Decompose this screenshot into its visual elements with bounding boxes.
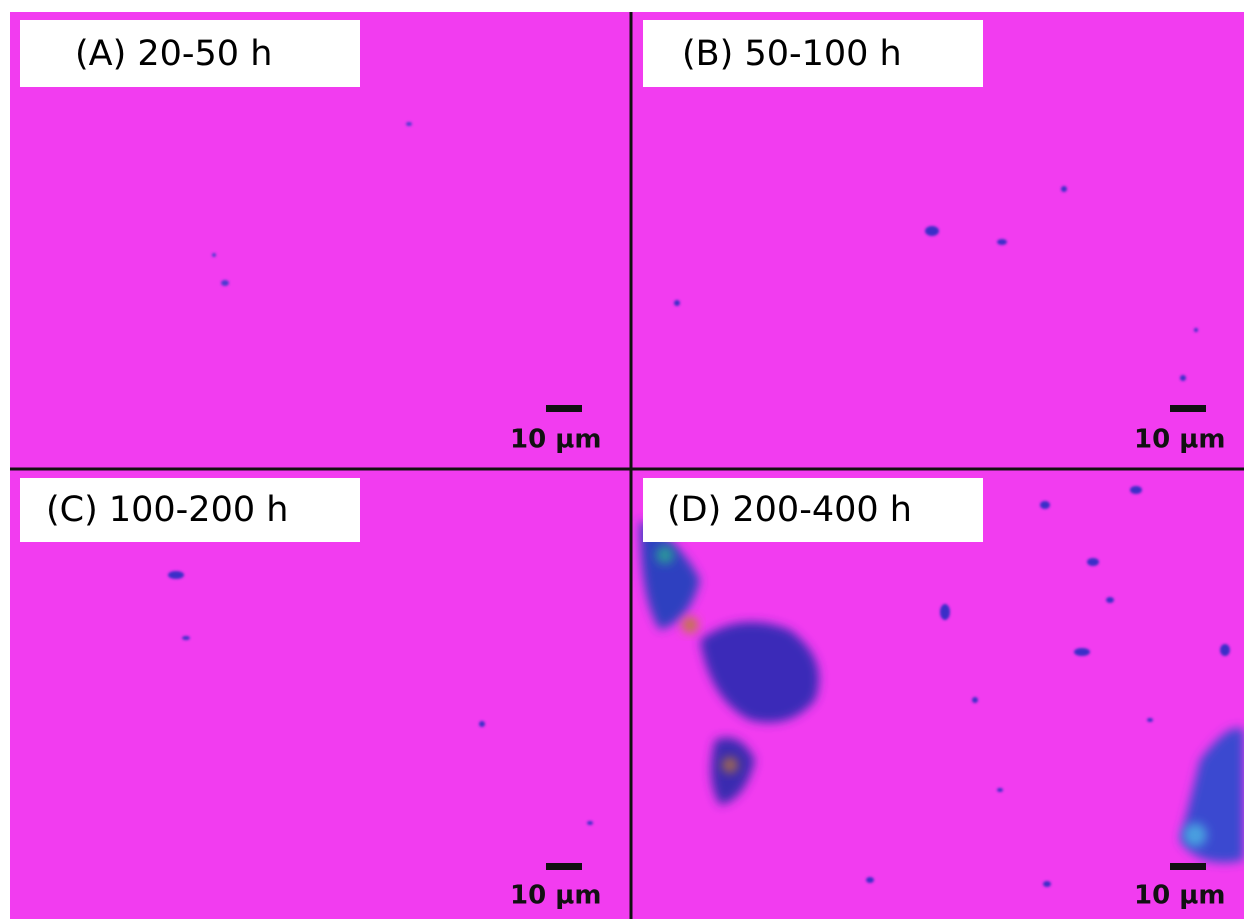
scale-bar — [1170, 405, 1206, 412]
particles-d — [640, 486, 1244, 887]
panel-label: (D) 200-400 h — [667, 490, 912, 530]
scale-bar-label: 10 µm — [510, 425, 601, 455]
particles-c — [168, 571, 593, 825]
label-box — [643, 478, 983, 542]
particles-a — [212, 122, 412, 286]
scale-bar — [546, 863, 582, 870]
micrograph — [10, 12, 1244, 919]
panel-label: (A) 20-50 h — [75, 34, 272, 74]
scale-bar-label: 10 µm — [1134, 425, 1225, 455]
scale-bar — [1170, 863, 1206, 870]
panel-label: (C) 100-200 h — [46, 490, 288, 530]
label-box — [20, 20, 360, 87]
particles-b — [674, 186, 1198, 381]
scale-bar-label: 10 µm — [1134, 881, 1225, 911]
label-box — [643, 20, 983, 87]
label-box — [20, 478, 360, 542]
panel-label: (B) 50-100 h — [682, 34, 902, 74]
scale-bar — [546, 405, 582, 412]
scale-bar-label: 10 µm — [510, 881, 601, 911]
